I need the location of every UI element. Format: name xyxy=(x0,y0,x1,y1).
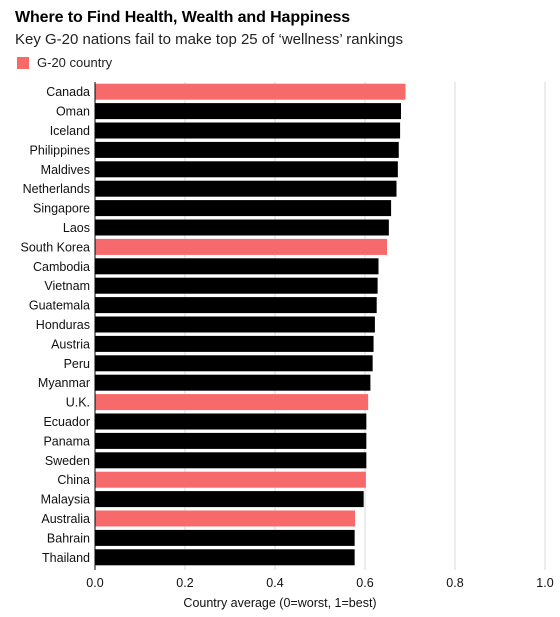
category-label: Vietnam xyxy=(44,279,90,293)
bar-laos xyxy=(95,219,389,236)
category-label: Malaysia xyxy=(41,493,90,507)
x-tick-label: 0.6 xyxy=(356,576,373,590)
category-label: Ecuador xyxy=(43,415,90,429)
x-tick-label: 1.0 xyxy=(536,576,553,590)
bar-netherlands xyxy=(95,180,397,197)
category-label: Singapore xyxy=(33,202,90,216)
legend-label-g20: G-20 country xyxy=(37,55,113,70)
category-label: Thailand xyxy=(42,551,90,565)
category-label: Cambodia xyxy=(33,260,90,274)
category-label: Austria xyxy=(51,337,90,351)
bar-u-k xyxy=(95,394,369,411)
bar-australia xyxy=(95,510,356,527)
category-label: Laos xyxy=(63,221,90,235)
bar-cambodia xyxy=(95,258,379,275)
chart-title: Where to Find Health, Wealth and Happine… xyxy=(15,9,351,26)
bar-singapore xyxy=(95,200,392,217)
bar-myanmar xyxy=(95,374,371,391)
bar-south-korea xyxy=(95,238,388,255)
bar-maldives xyxy=(95,161,398,178)
category-label: Panama xyxy=(43,434,90,448)
category-label: Philippines xyxy=(30,143,90,157)
category-label: Oman xyxy=(56,105,90,119)
category-label: Sweden xyxy=(45,454,90,468)
x-tick-labels: 0.0 0.2 0.4 0.6 0.8 1.0 xyxy=(86,576,553,590)
bar-guatemala xyxy=(95,297,377,314)
bar-china xyxy=(95,471,366,488)
legend: G-20 country xyxy=(17,55,112,70)
chart-subtitle: Key G-20 nations fail to make top 25 of … xyxy=(15,31,403,48)
bars xyxy=(95,83,406,566)
bar-peru xyxy=(95,355,373,372)
category-labels: Canada Oman Iceland Philippines Maldives Neth… xyxy=(21,85,91,565)
category-label: Maldives xyxy=(41,163,90,177)
category-label: Myanmar xyxy=(38,376,90,390)
x-axis-label: Country average (0=worst, 1=best) xyxy=(183,596,376,610)
category-label: Canada xyxy=(46,85,90,99)
bar-oman xyxy=(95,103,401,120)
bar-panama xyxy=(95,432,367,449)
category-label: U.K. xyxy=(66,396,90,410)
bar-canada xyxy=(95,83,406,100)
category-label: Guatemala xyxy=(29,299,90,313)
category-label: China xyxy=(57,473,90,487)
category-label: Peru xyxy=(64,357,90,371)
bar-honduras xyxy=(95,316,375,333)
x-tick-label: 0.2 xyxy=(176,576,193,590)
bar-austria xyxy=(95,335,374,352)
x-tick-label: 0.4 xyxy=(266,576,283,590)
bar-malaysia xyxy=(95,491,364,508)
bar-iceland xyxy=(95,122,401,139)
bar-bahrain xyxy=(95,529,355,546)
category-label: Netherlands xyxy=(23,182,90,196)
category-label: South Korea xyxy=(21,240,91,254)
category-label: Australia xyxy=(41,512,90,526)
bar-sweden xyxy=(95,452,367,469)
x-tick-label: 0.8 xyxy=(446,576,463,590)
category-label: Bahrain xyxy=(47,531,90,545)
bar-vietnam xyxy=(95,277,378,294)
bar-ecuador xyxy=(95,413,367,430)
bar-thailand xyxy=(95,549,355,566)
category-label: Iceland xyxy=(50,124,90,138)
category-label: Honduras xyxy=(36,318,90,332)
legend-swatch-g20 xyxy=(17,56,29,69)
x-tick-label: 0.0 xyxy=(86,576,103,590)
bar-philippines xyxy=(95,141,399,158)
